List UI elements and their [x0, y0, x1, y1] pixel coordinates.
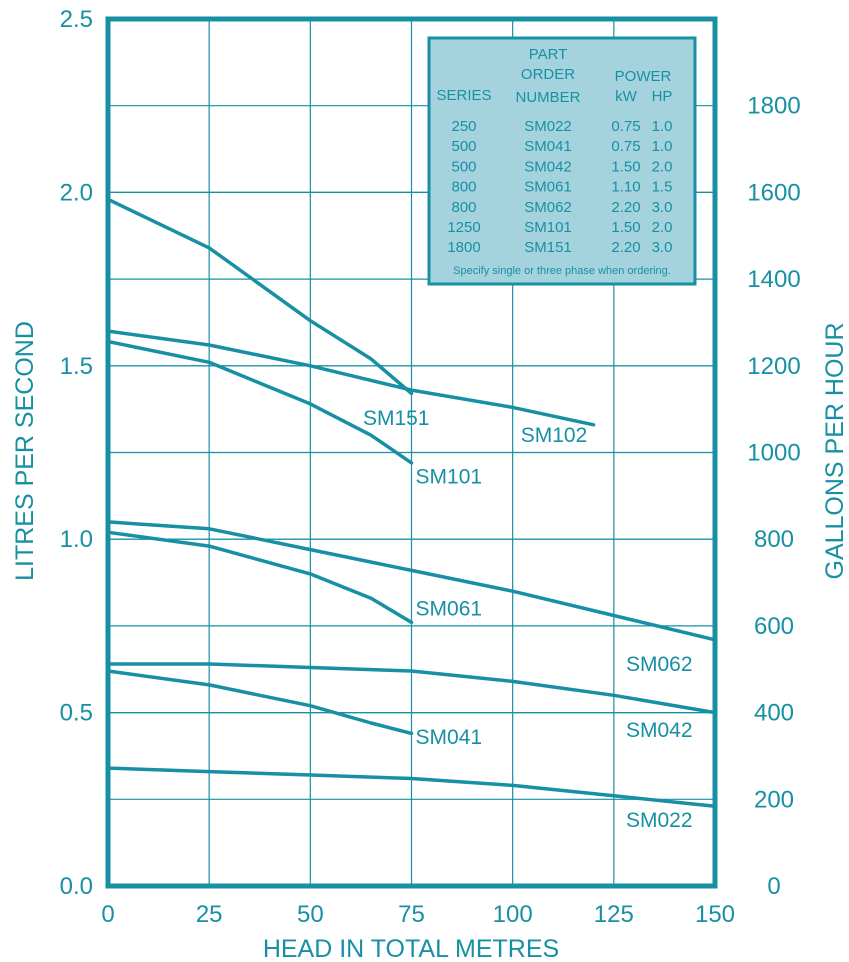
table-cell-r4-c2: 2.20	[611, 199, 640, 216]
label-sm102: SM102	[521, 424, 588, 447]
table-cell-r2-c1: SM042	[524, 158, 572, 175]
y2-tick-label-4: 800	[754, 526, 794, 553]
y-tick-label-3: 1.5	[60, 353, 93, 380]
label-sm062: SM062	[626, 653, 693, 676]
y-tick-label-4: 2.0	[60, 179, 93, 206]
grid-lines	[107, 18, 716, 887]
y2-tick-label-1: 200	[754, 786, 794, 813]
table-cell-r5-c2: 1.50	[611, 219, 640, 236]
curve-sm062	[106, 520, 717, 642]
table-cell-r4-c3: 3.0	[652, 199, 673, 216]
table-cell-r1-c0: 500	[451, 138, 476, 155]
curve-sm022	[106, 766, 717, 808]
x-tick-label-3: 75	[398, 901, 425, 928]
x-axis-ticks: 0 25 50 75 100 125 150	[101, 901, 735, 928]
table-header-number: NUMBER	[515, 89, 580, 106]
table-header-kw: kW	[615, 88, 638, 105]
label-sm101: SM101	[416, 466, 483, 489]
y2-tick-label-3: 600	[754, 613, 794, 640]
label-sm041: SM041	[416, 726, 483, 749]
x-tick-label-6: 150	[695, 901, 735, 928]
x-axis-title: HEAD IN TOTAL METRES	[263, 935, 559, 962]
table-cell-r2-c3: 2.0	[652, 158, 673, 175]
table-cell-r1-c1: SM041	[524, 138, 572, 155]
curve-sm042	[106, 662, 717, 715]
table-cell-r2-c0: 500	[451, 158, 476, 175]
curve-sm061	[106, 530, 414, 625]
curve-sm101	[106, 339, 414, 465]
table-header-order: ORDER	[521, 66, 575, 83]
x-tick-label-0: 0	[101, 901, 114, 928]
y2-axis-title: GALLONS PER HOUR	[821, 322, 849, 579]
table-cell-r3-c1: SM061	[524, 179, 572, 196]
y2-tick-label-0: 0	[767, 873, 780, 900]
y2-tick-label-6: 1200	[747, 353, 800, 380]
table-cell-r1-c2: 0.75	[611, 138, 640, 155]
y-tick-label-5: 2.5	[60, 6, 93, 33]
label-sm022: SM022	[626, 809, 693, 832]
table-cell-r3-c3: 1.5	[652, 179, 673, 196]
table-cell-r6-c0: 1800	[447, 239, 480, 256]
curve-sm151	[106, 197, 414, 396]
y-tick-label-1: 0.5	[60, 700, 93, 727]
table-cell-r6-c2: 2.20	[611, 239, 640, 256]
table-cell-r0-c1: SM022	[524, 118, 572, 135]
spec-table: PART ORDER NUMBER SERIES POWER kW HP 250…	[427, 36, 697, 286]
table-cell-r4-c1: SM062	[524, 199, 572, 216]
table-cell-r0-c3: 1.0	[652, 118, 673, 135]
table-cell-r5-c3: 2.0	[652, 219, 673, 236]
curve-sm041	[106, 669, 414, 736]
y-axis-title: LITRES PER SECOND	[11, 321, 39, 581]
y2-tick-label-7: 1400	[747, 266, 800, 293]
plot-frame	[105, 16, 718, 889]
y2-tick-label-9: 1800	[747, 93, 800, 120]
table-header-hp: HP	[652, 88, 673, 105]
series-labels: SM151 SM102 SM101 SM061 SM062 SM042 SM041 SM022	[363, 407, 693, 832]
spec-table-background	[427, 36, 697, 286]
table-cell-r6-c3: 3.0	[652, 239, 673, 256]
table-cell-r6-c1: SM151	[524, 239, 572, 256]
x-tick-label-1: 25	[196, 901, 223, 928]
table-cell-r5-c1: SM101	[524, 219, 572, 236]
y2-tick-label-8: 1600	[747, 179, 800, 206]
table-note: Specify single or three phase when order…	[453, 265, 671, 277]
y2-axis-ticks: 0 200 400 600 800 1000 1200 1400 1600 1800	[747, 93, 800, 900]
y2-tick-label-5: 1000	[747, 440, 800, 467]
table-header-part: PART	[529, 46, 568, 63]
table-cell-r5-c0: 1250	[447, 219, 480, 236]
x-tick-label-5: 125	[594, 901, 634, 928]
table-cell-r2-c2: 1.50	[611, 158, 640, 175]
label-sm151: SM151	[363, 407, 430, 430]
spec-table-rows: 250 SM022 0.75 1.0 500 SM041 0.75 1.0 500 SM042 1.…	[447, 118, 672, 256]
y-tick-label-2: 1.0	[60, 526, 93, 553]
curve-sm102	[106, 329, 596, 427]
table-cell-r3-c2: 1.10	[611, 179, 640, 196]
table-header-series: SERIES	[436, 87, 491, 104]
label-sm042: SM042	[626, 719, 693, 742]
table-cell-r4-c0: 800	[451, 199, 476, 216]
table-header-power: POWER	[615, 68, 672, 85]
x-tick-label-4: 100	[493, 901, 533, 928]
table-cell-r0-c2: 0.75	[611, 118, 640, 135]
y2-tick-label-2: 400	[754, 700, 794, 727]
label-sm061: SM061	[416, 597, 483, 620]
series-curves	[106, 197, 717, 808]
table-cell-r0-c0: 250	[451, 118, 476, 135]
y-axis-ticks: 0.0 0.5 1.0 1.5 2.0 2.5	[60, 6, 93, 900]
y-tick-label-0: 0.0	[60, 873, 93, 900]
table-cell-r3-c0: 800	[451, 179, 476, 196]
x-tick-label-2: 50	[297, 901, 324, 928]
table-cell-r1-c3: 1.0	[652, 138, 673, 155]
